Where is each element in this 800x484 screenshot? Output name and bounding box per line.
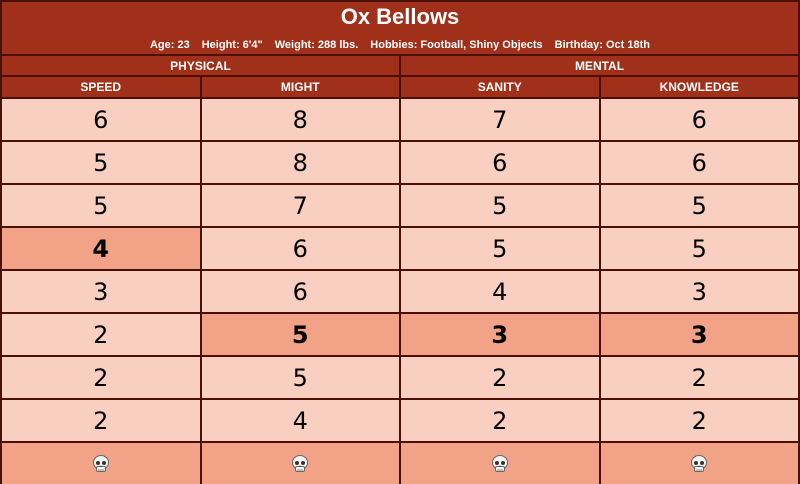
sanity-value: 4 bbox=[401, 271, 599, 312]
character-header: Ox Bellows Age: 23 Height: 6'4" Weight: 28… bbox=[2, 2, 798, 54]
birthday-text: Birthday: Oct 18th bbox=[554, 39, 651, 51]
speed-value: 2 bbox=[2, 314, 200, 355]
sanity-value: 5 bbox=[401, 185, 599, 226]
knowledge-value: 6 bbox=[600, 142, 798, 183]
age-text: Age: 23 bbox=[149, 39, 190, 51]
character-name: Ox Bellows bbox=[340, 4, 460, 29]
speed-value: 6 bbox=[2, 99, 200, 140]
hobbies-text: Hobbies: Football, Shiny Objects bbox=[370, 39, 543, 51]
sanity-value: 2 bbox=[401, 357, 599, 398]
trait-group-row: PHYSICAL MENTAL bbox=[2, 56, 798, 75]
might-value: 6 bbox=[201, 271, 399, 312]
skull-icon bbox=[92, 454, 109, 472]
column-sanity: SANITY bbox=[401, 77, 599, 97]
knowledge-value: 5 bbox=[600, 185, 798, 226]
sanity-value: 2 bbox=[401, 400, 599, 441]
speed-death-cell bbox=[2, 443, 200, 484]
group-mental: MENTAL bbox=[401, 56, 798, 75]
knowledge-death-cell bbox=[600, 443, 798, 484]
trait-column-row: SPEED MIGHT SANITY KNOWLEDGE bbox=[2, 77, 798, 97]
might-value: 5 bbox=[201, 357, 399, 398]
column-speed: SPEED bbox=[2, 77, 200, 97]
speed-value: 2 bbox=[2, 357, 200, 398]
sanity-value: 5 bbox=[401, 228, 599, 269]
knowledge-value: 2 bbox=[600, 400, 798, 441]
knowledge-value: 5 bbox=[600, 228, 798, 269]
character-details: Age: 23 Height: 6'4" Weight: 288 lbs. Hobbi… bbox=[2, 38, 798, 52]
weight-text: Weight: 288 lbs. bbox=[274, 39, 359, 51]
knowledge-value-starting: 3 bbox=[600, 314, 798, 355]
speed-value: 5 bbox=[2, 142, 200, 183]
knowledge-value: 2 bbox=[600, 357, 798, 398]
column-knowledge: KNOWLEDGE bbox=[600, 77, 798, 97]
might-value: 4 bbox=[201, 400, 399, 441]
speed-value-starting: 4 bbox=[2, 228, 200, 269]
skull-icon bbox=[292, 454, 309, 472]
might-value: 6 bbox=[201, 228, 399, 269]
sanity-death-cell bbox=[401, 443, 599, 484]
sanity-value: 7 bbox=[401, 99, 599, 140]
skull-icon bbox=[691, 454, 708, 472]
speed-value: 5 bbox=[2, 185, 200, 226]
knowledge-value: 3 bbox=[600, 271, 798, 312]
might-value: 8 bbox=[201, 99, 399, 140]
knowledge-value: 6 bbox=[600, 99, 798, 140]
skull-icon bbox=[491, 454, 508, 472]
sanity-value-starting: 3 bbox=[401, 314, 599, 355]
column-might: MIGHT bbox=[201, 77, 399, 97]
group-physical: PHYSICAL bbox=[2, 56, 399, 75]
speed-value: 3 bbox=[2, 271, 200, 312]
height-text: Height: 6'4" bbox=[201, 39, 263, 51]
might-value-starting: 5 bbox=[201, 314, 399, 355]
might-value: 8 bbox=[201, 142, 399, 183]
sanity-value: 6 bbox=[401, 142, 599, 183]
speed-value: 2 bbox=[2, 400, 200, 441]
might-death-cell bbox=[201, 443, 399, 484]
might-value: 7 bbox=[201, 185, 399, 226]
